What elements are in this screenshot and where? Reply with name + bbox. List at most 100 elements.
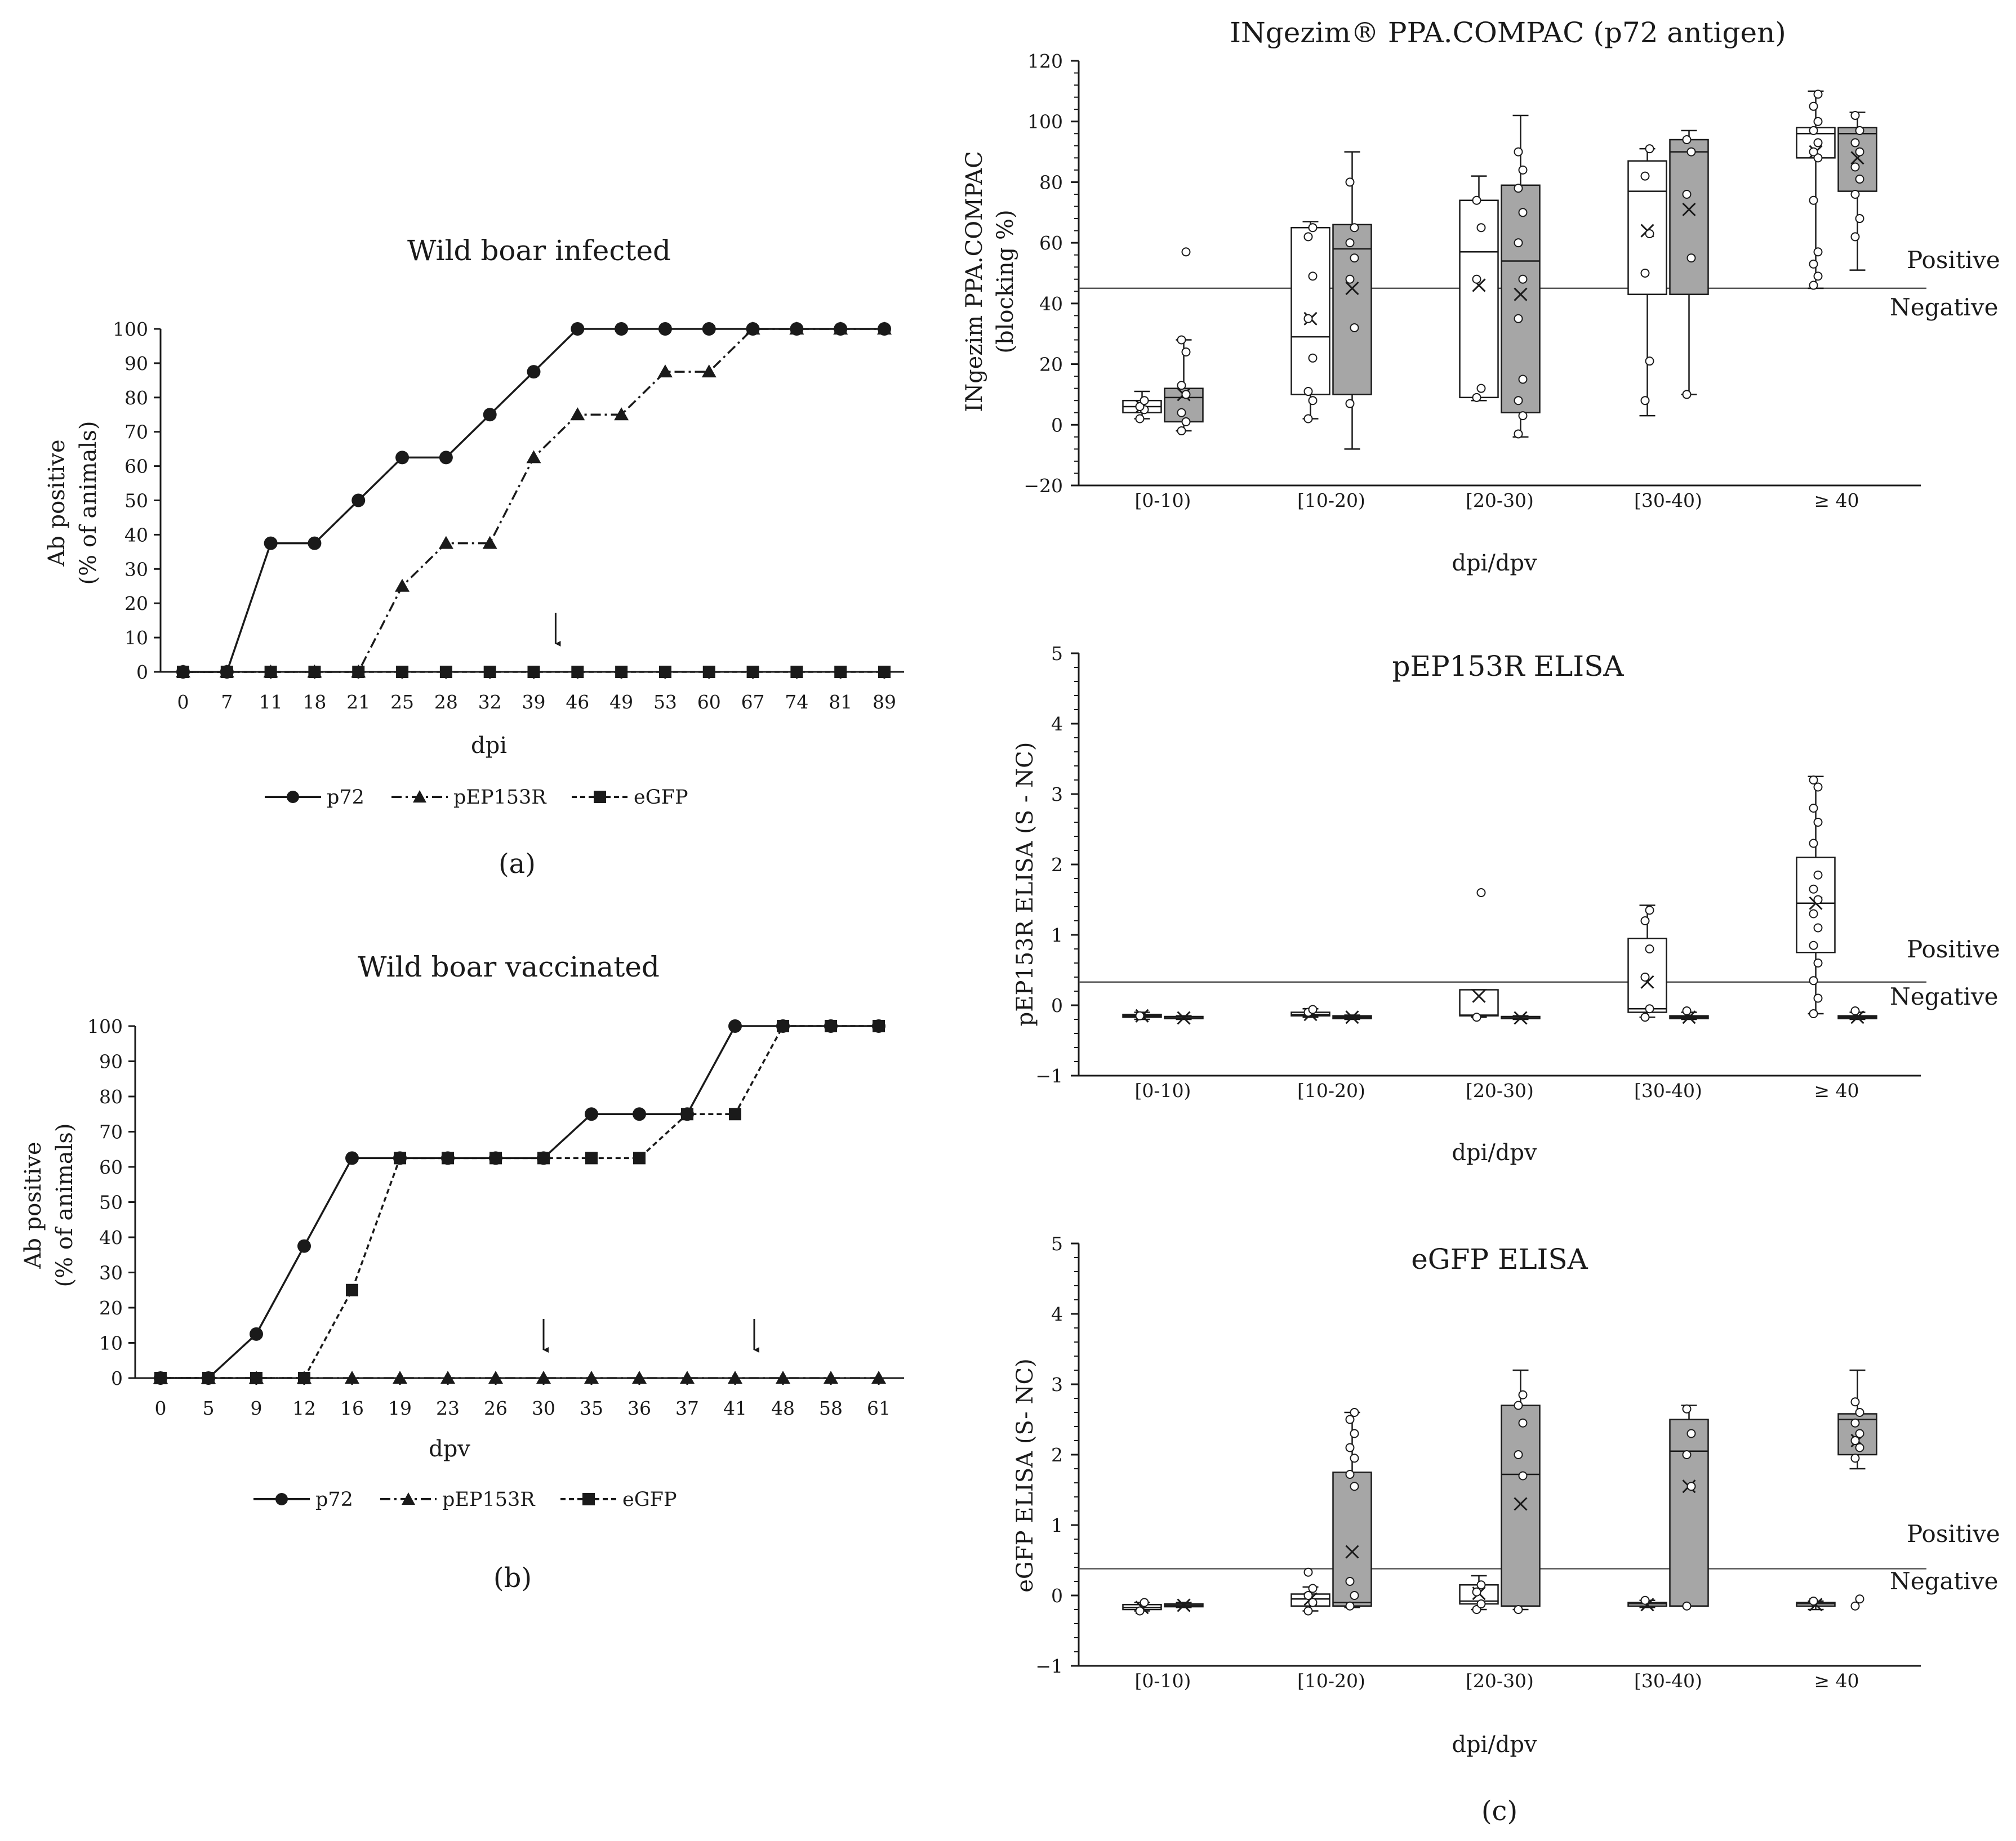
chart-c1-negative-label: Negative <box>1890 293 1998 321</box>
chart-c3-ylabel: eGFP ELISA (S- NC) <box>1012 1358 1038 1593</box>
y-tick-label-c2: 0 <box>1051 995 1063 1017</box>
data-point-infected-c3 <box>1303 1606 1313 1616</box>
series-line-egfp-b <box>161 1025 879 1379</box>
data-point-infected-c2 <box>1472 1013 1481 1022</box>
point-egfp-b <box>825 1020 837 1032</box>
data-point-infected-c2 <box>1476 888 1486 897</box>
data-point-vaccinated-c1 <box>1345 274 1355 284</box>
y-tick-label-c1: 60 <box>1039 232 1063 254</box>
data-point-infected-c2 <box>1645 944 1654 953</box>
y-tick-label-b: 20 <box>99 1297 123 1319</box>
data-point-vaccinated-c3 <box>1855 1594 1864 1604</box>
point-egfp-b <box>777 1020 789 1032</box>
x-tick-label-a: 89 <box>873 691 896 713</box>
point-p72-b <box>585 1107 598 1121</box>
data-point-infected-c1 <box>1303 232 1313 242</box>
chart-a-ylabel-line2: (% of animals) <box>75 421 101 585</box>
y-tick-label-c1: −20 <box>1023 475 1063 497</box>
point-egfp-a <box>264 666 277 678</box>
y-tick-label-a: 0 <box>136 661 148 683</box>
box-vaccinated-c3 <box>1501 1405 1541 1607</box>
data-point-infected-c2 <box>1645 906 1654 915</box>
point-egfp-a <box>483 666 496 678</box>
data-point-vaccinated-c3 <box>1855 1408 1864 1417</box>
y-tick-label-a: 60 <box>124 456 148 478</box>
data-point-vaccinated-c3 <box>1850 1418 1860 1428</box>
y-tick-label-a: 40 <box>124 524 148 546</box>
chart-c1-title: INgezim® PPA.COMPAC (p72 antigen) <box>1230 16 1786 49</box>
point-egfp-b <box>154 1372 167 1384</box>
data-point-infected-c1 <box>1135 414 1145 424</box>
data-point-infected-c2 <box>1809 909 1818 919</box>
data-point-vaccinated-c1 <box>1514 238 1523 248</box>
chart-a-title: Wild boar infected <box>407 234 671 267</box>
data-point-vaccinated-c1 <box>1177 408 1186 417</box>
data-point-vaccinated-c1 <box>1181 390 1191 399</box>
panel-b-label: (b) <box>493 1562 532 1594</box>
point-pep153r-b <box>488 1371 503 1384</box>
mean-marker-vaccinated-c2 <box>1177 1011 1191 1025</box>
x-tick-label-c3: [10-20) <box>1297 1670 1365 1692</box>
data-point-vaccinated-c3 <box>1850 1454 1860 1463</box>
y-tick-label-c3: 0 <box>1051 1585 1063 1607</box>
data-point-infected-c1 <box>1813 90 1823 99</box>
mean-marker-vaccinated-c1 <box>1514 287 1528 301</box>
point-pep153r-b <box>824 1371 838 1384</box>
data-point-infected-c2 <box>1308 1005 1318 1014</box>
data-point-vaccinated-c3 <box>1345 1601 1355 1611</box>
data-point-infected-c2 <box>1809 775 1818 784</box>
point-p72-a <box>702 322 716 336</box>
data-point-vaccinated-c3 <box>1514 1450 1523 1459</box>
chart-c1-ylabel-line2: (blocking %) <box>993 209 1018 353</box>
point-egfp-b <box>873 1020 885 1032</box>
data-point-vaccinated-c2 <box>1850 1006 1860 1015</box>
point-pep153r-b <box>584 1371 599 1384</box>
data-point-infected-c1 <box>1476 223 1486 233</box>
data-point-infected-c1 <box>1645 229 1654 238</box>
data-point-vaccinated-c1 <box>1514 396 1523 405</box>
y-tick-label-c1: 0 <box>1051 414 1063 436</box>
point-egfp-a <box>352 666 365 678</box>
data-point-vaccinated-c1 <box>1850 189 1860 199</box>
data-point-vaccinated-c1 <box>1177 426 1186 436</box>
x-tick-label-b: 19 <box>388 1397 412 1419</box>
point-egfp-b <box>537 1152 550 1165</box>
x-tick-label-b: 37 <box>675 1397 699 1419</box>
y-tick-label-b: 70 <box>99 1121 123 1143</box>
x-tick-label-c2: [0-10) <box>1135 1080 1191 1102</box>
point-p72-a <box>483 408 497 422</box>
y-tick-label-c2: 1 <box>1051 924 1063 946</box>
point-p72-b <box>297 1239 311 1253</box>
data-point-infected-c1 <box>1813 117 1823 126</box>
x-tick-label-c3: [30-40) <box>1634 1670 1702 1692</box>
y-tick-label-b: 40 <box>99 1227 123 1249</box>
point-pep153r-b <box>393 1371 407 1384</box>
data-point-vaccinated-c1 <box>1177 335 1186 345</box>
data-point-vaccinated-c1 <box>1181 247 1191 257</box>
x-tick-label-c2: [20-30) <box>1466 1080 1534 1102</box>
point-pep153r-b <box>871 1371 886 1384</box>
data-point-vaccinated-c3 <box>1518 1471 1528 1481</box>
data-point-infected-c2 <box>1135 1011 1145 1020</box>
data-point-infected-c3 <box>1809 1597 1818 1606</box>
legend-a-p72-marker <box>287 791 299 803</box>
data-point-infected-c1 <box>1813 153 1823 163</box>
data-point-vaccinated-c3 <box>1345 1577 1355 1586</box>
y-tick-label-c1: 100 <box>1027 111 1063 133</box>
data-point-infected-c2 <box>1813 818 1823 827</box>
chart-b-ylabel-line1: Ab positive <box>20 1142 46 1269</box>
data-point-vaccinated-c1 <box>1514 429 1523 439</box>
y-tick-label-c1: 80 <box>1039 171 1063 193</box>
data-point-vaccinated-c3 <box>1345 1470 1355 1479</box>
data-point-vaccinated-c1 <box>1855 214 1864 224</box>
mean-marker-vaccinated-c3 <box>1177 1598 1191 1612</box>
chart-c1-ylabel-line1: INgezim PPA.COMPAC <box>962 151 987 412</box>
data-point-vaccinated-c3 <box>1518 1418 1528 1428</box>
data-point-infected-c1 <box>1809 280 1818 290</box>
data-point-infected-c3 <box>1640 1595 1650 1605</box>
series-line-pep153r-a <box>183 328 884 673</box>
data-point-infected-c3 <box>1476 1599 1486 1608</box>
y-tick-label-b: 90 <box>99 1051 123 1073</box>
data-point-infected-c1 <box>1303 414 1313 424</box>
data-point-vaccinated-c3 <box>1350 1482 1359 1491</box>
